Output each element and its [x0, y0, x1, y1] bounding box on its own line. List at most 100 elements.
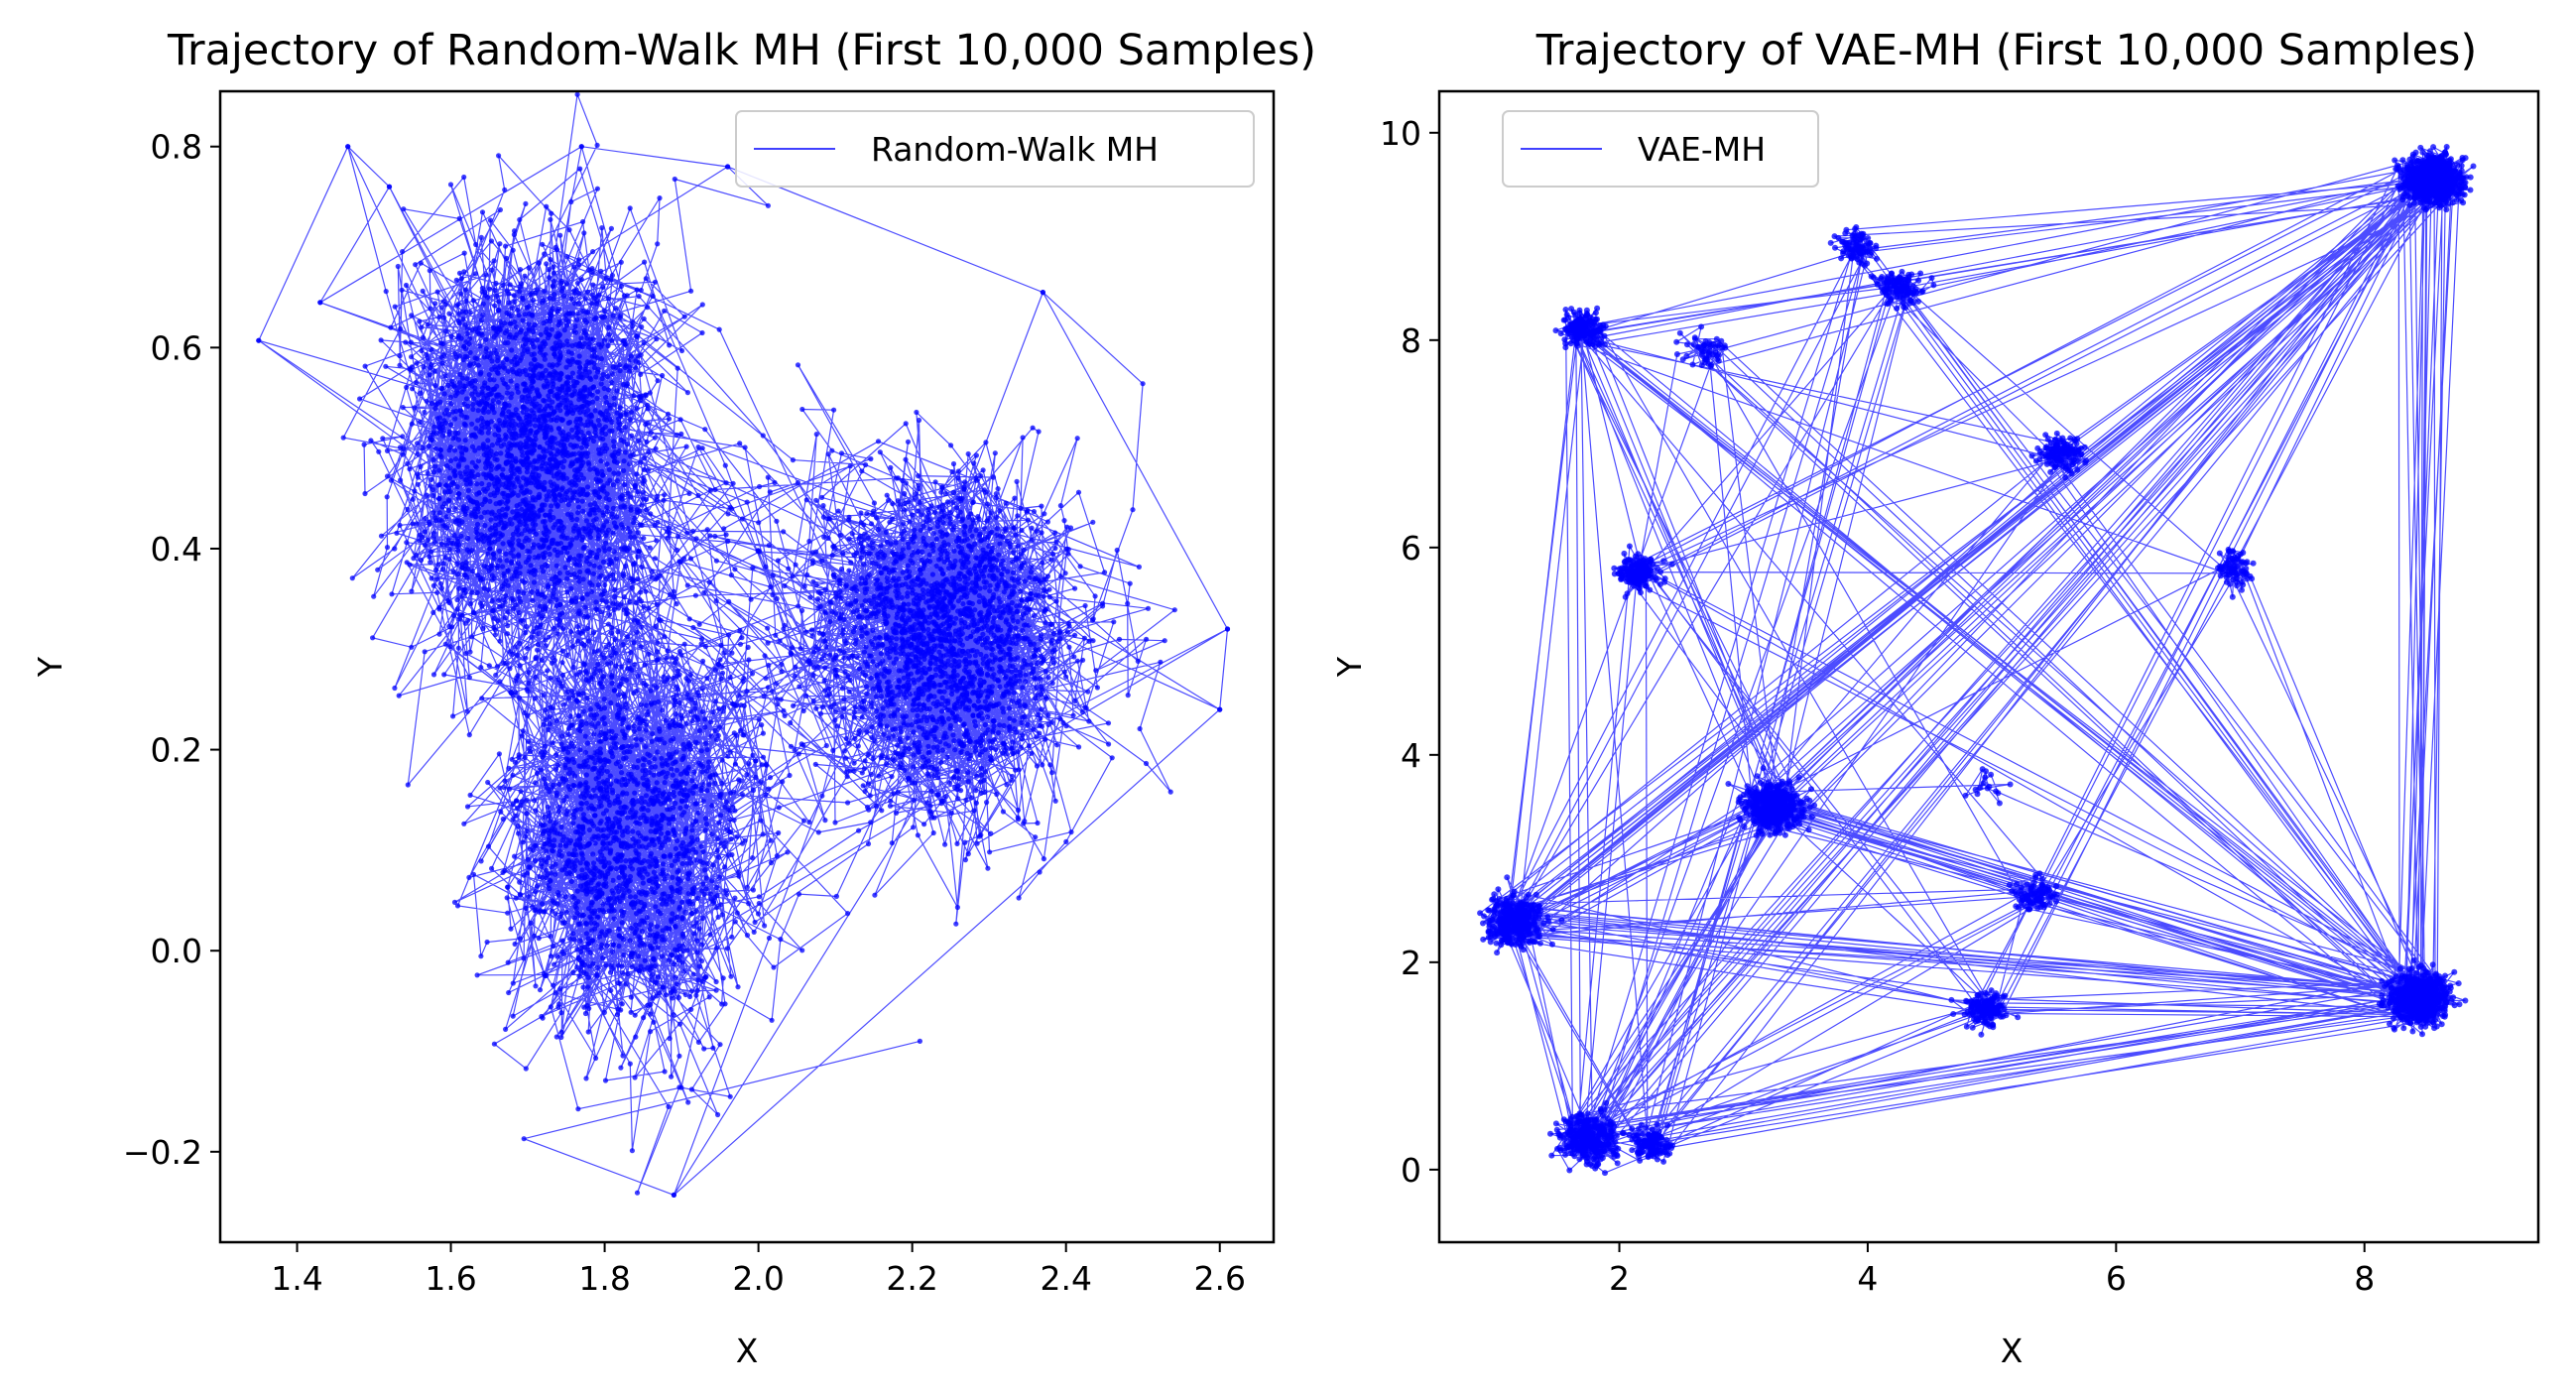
sample-point [606, 324, 612, 330]
sample-point [571, 895, 577, 901]
sample-point [403, 339, 409, 345]
sample-point [872, 738, 878, 744]
sample-point [689, 778, 695, 784]
sample-point [605, 833, 611, 839]
sample-point [557, 842, 563, 848]
sample-point [622, 481, 628, 488]
sample-point [456, 585, 462, 591]
sample-point [455, 437, 462, 443]
sample-point [963, 684, 969, 691]
sample-point [452, 447, 458, 453]
sample-point [591, 712, 597, 718]
sample-point [430, 609, 436, 616]
sample-point [900, 647, 906, 654]
sample-point [813, 497, 819, 503]
sample-point [982, 565, 988, 571]
sample-point [591, 920, 598, 926]
sample-point [684, 899, 691, 905]
sample-point [556, 848, 562, 854]
sample-point [420, 444, 426, 451]
sample-point [1015, 608, 1021, 614]
sample-point [531, 798, 538, 804]
sample-point [602, 730, 608, 736]
sample-point [532, 555, 538, 561]
sample-point [562, 565, 568, 571]
sample-point [704, 527, 710, 533]
sample-point [639, 843, 646, 849]
sample-point [887, 655, 893, 661]
sample-point [426, 443, 431, 449]
sample-point [750, 887, 757, 893]
sample-point [459, 375, 465, 381]
sample-point [604, 508, 610, 514]
sample-point [930, 548, 936, 554]
sample-point [862, 673, 868, 679]
sample-point [638, 352, 644, 358]
sample-point [451, 384, 458, 390]
sample-point [593, 833, 599, 840]
sample-point [634, 406, 640, 412]
sample-point [561, 293, 567, 299]
sample-point [669, 919, 675, 925]
sample-point [640, 875, 646, 881]
sample-point [439, 567, 446, 572]
sample-point [980, 467, 986, 473]
sample-point [843, 583, 849, 589]
sample-point [549, 864, 555, 870]
sample-point [706, 994, 712, 1000]
sample-point [936, 716, 942, 722]
sample-point [763, 676, 769, 682]
sample-point [1090, 616, 1096, 622]
sample-point [601, 881, 607, 888]
sample-point [914, 706, 920, 713]
sample-point [492, 347, 498, 353]
sample-point [491, 607, 497, 613]
sample-point [699, 302, 705, 308]
sample-point [634, 629, 640, 635]
sample-point [680, 753, 686, 759]
sample-point [545, 668, 551, 674]
sample-point [600, 954, 606, 961]
sample-point [673, 711, 678, 717]
sample-point [923, 519, 929, 525]
sample-point [826, 691, 832, 697]
sample-point [896, 668, 902, 674]
sample-point [667, 1036, 673, 1042]
sample-point [547, 397, 552, 403]
sample-point [895, 706, 901, 712]
sample-point [715, 732, 721, 739]
sample-point [590, 938, 596, 944]
sample-point [436, 510, 442, 516]
sample-point [699, 686, 705, 692]
sample-point [707, 932, 713, 938]
sample-point [594, 752, 600, 758]
sample-point [875, 577, 881, 583]
sample-point [649, 971, 656, 978]
sample-point [1067, 525, 1074, 531]
sample-point [982, 746, 989, 753]
sample-point [570, 931, 576, 937]
sample-point [690, 790, 696, 796]
sample-point [1019, 562, 1025, 568]
sample-point [1092, 593, 1098, 599]
sample-point [1086, 718, 1092, 724]
sample-point [975, 693, 981, 698]
sample-point [916, 702, 921, 709]
sample-point [702, 427, 708, 433]
sample-point [627, 894, 634, 900]
sample-point [698, 748, 704, 754]
sample-point [698, 785, 704, 791]
sample-point [641, 535, 647, 542]
sample-point [838, 450, 845, 456]
sample-point [1062, 571, 1068, 576]
sample-point [448, 401, 454, 407]
sample-point [492, 522, 498, 528]
sample-point [586, 941, 592, 947]
sample-point [607, 773, 613, 779]
sample-point [548, 933, 553, 940]
sample-point [643, 727, 649, 733]
sample-point [1061, 518, 1067, 524]
sample-point [642, 868, 648, 874]
sample-point [876, 602, 882, 608]
sample-point [696, 926, 702, 932]
